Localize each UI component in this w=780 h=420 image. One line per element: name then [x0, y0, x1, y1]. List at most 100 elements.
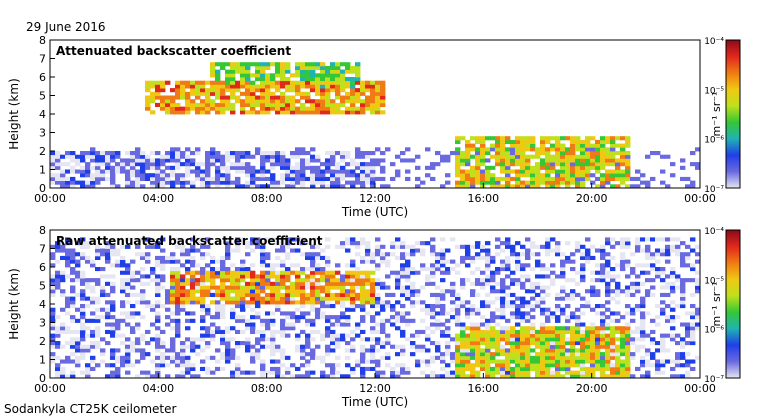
heatmap-cell — [175, 102, 181, 107]
heatmap-cell — [200, 359, 206, 364]
heatmap-cell — [75, 158, 81, 163]
heatmap-cell — [410, 318, 416, 323]
y-tick-label: 5 — [39, 280, 46, 293]
heatmap-cell — [200, 184, 206, 189]
heatmap-cell — [455, 136, 461, 141]
heatmap-cell — [625, 241, 631, 246]
heatmap-cell — [235, 237, 241, 242]
heatmap-cell — [330, 285, 336, 290]
heatmap-cell — [670, 162, 676, 167]
heatmap-cell — [540, 300, 546, 305]
heatmap-cell — [310, 255, 316, 260]
heatmap-cell — [440, 333, 446, 338]
heatmap-cell — [275, 296, 281, 301]
heatmap-cell — [290, 292, 296, 297]
heatmap-cell — [375, 348, 381, 353]
heatmap-cell — [235, 355, 241, 360]
heatmap-cell — [345, 162, 351, 167]
heatmap-cell — [685, 176, 691, 181]
heatmap-cell — [355, 176, 361, 181]
heatmap-cell — [645, 333, 651, 338]
heatmap-cell — [475, 139, 481, 144]
heatmap-cell — [285, 173, 291, 178]
x-tick-label: 20:00 — [576, 192, 608, 205]
heatmap-cell — [585, 162, 591, 167]
heatmap-cell — [140, 255, 146, 260]
heatmap-cell — [55, 244, 61, 249]
heatmap-cell — [445, 363, 451, 368]
heatmap-cell — [330, 62, 336, 67]
heatmap-cell — [470, 337, 476, 342]
heatmap-cell — [690, 337, 696, 342]
heatmap-cell — [155, 274, 161, 279]
heatmap-cell — [180, 363, 186, 368]
heatmap-cell — [480, 176, 486, 181]
heatmap-cell — [680, 281, 686, 286]
heatmap-cell — [550, 169, 556, 174]
heatmap-cell — [270, 91, 276, 96]
heatmap-cell — [345, 341, 351, 346]
heatmap-cell — [225, 169, 231, 174]
heatmap-cell — [135, 270, 141, 275]
heatmap-cell — [175, 281, 181, 286]
heatmap-cell — [500, 333, 506, 338]
heatmap-cell — [300, 344, 306, 349]
heatmap-cell — [600, 352, 606, 357]
heatmap-cell — [345, 154, 351, 159]
heatmap-cell — [335, 95, 341, 100]
heatmap-cell — [110, 154, 116, 159]
heatmap-cell — [305, 151, 311, 156]
heatmap-cell — [550, 348, 556, 353]
heatmap-cell — [265, 106, 271, 111]
heatmap-cell — [570, 267, 576, 272]
heatmap-cell — [270, 173, 276, 178]
heatmap-cell — [180, 341, 186, 346]
heatmap-cell — [260, 106, 266, 111]
heatmap-cell — [480, 348, 486, 353]
heatmap-cell — [550, 326, 556, 331]
heatmap-cell — [455, 173, 461, 178]
heatmap-cell — [240, 329, 246, 334]
heatmap-cell — [515, 180, 521, 185]
heatmap-cell — [575, 333, 581, 338]
heatmap-cell — [205, 165, 211, 170]
heatmap-cell — [280, 151, 286, 156]
heatmap-cell — [545, 359, 551, 364]
heatmap-cell — [135, 154, 141, 159]
heatmap-cell — [460, 329, 466, 334]
heatmap-cell — [545, 158, 551, 163]
heatmap-cell — [465, 337, 471, 342]
heatmap-cell — [180, 374, 186, 379]
heatmap-cell — [510, 300, 516, 305]
heatmap-cell — [605, 241, 611, 246]
heatmap-cell — [75, 318, 81, 323]
heatmap-cell — [540, 363, 546, 368]
heatmap-cell — [350, 91, 356, 96]
heatmap-cell — [360, 180, 366, 185]
heatmap-cell — [120, 289, 126, 294]
heatmap-cell — [455, 165, 461, 170]
heatmap-cell — [310, 352, 316, 357]
heatmap-cell — [240, 106, 246, 111]
heatmap-cell — [50, 176, 56, 181]
heatmap-cell — [145, 106, 151, 111]
heatmap-cell — [255, 99, 261, 104]
heatmap-cell — [125, 300, 131, 305]
heatmap-cell — [400, 344, 406, 349]
heatmap-cell — [545, 151, 551, 156]
heatmap-cell — [235, 344, 241, 349]
heatmap-cell — [625, 154, 631, 159]
heatmap-cell — [235, 176, 241, 181]
heatmap-cell — [415, 359, 421, 364]
heatmap-cell — [680, 289, 686, 294]
heatmap-cell — [525, 274, 531, 279]
heatmap-cell — [655, 348, 661, 353]
heatmap-cell — [250, 263, 256, 268]
heatmap-cell — [220, 311, 226, 316]
heatmap-cell — [515, 173, 521, 178]
heatmap-cell — [180, 278, 186, 283]
heatmap-cell — [685, 322, 691, 327]
heatmap-cell — [485, 263, 491, 268]
heatmap-cell — [620, 252, 626, 257]
heatmap-cell — [295, 374, 301, 379]
